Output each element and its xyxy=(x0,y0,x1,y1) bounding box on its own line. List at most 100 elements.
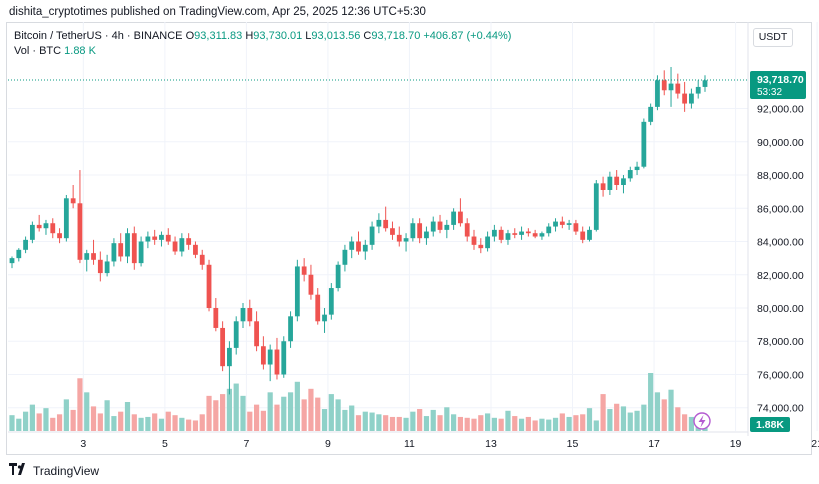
candle-body[interactable] xyxy=(199,254,205,265)
symbol-label[interactable]: Bitcoin / TetherUS · 4h · BINANCE xyxy=(14,30,183,42)
candle-body[interactable] xyxy=(641,121,647,167)
candle-body[interactable] xyxy=(559,221,565,225)
candle-body[interactable] xyxy=(288,316,293,342)
candle-body[interactable] xyxy=(125,233,130,257)
candle-body[interactable] xyxy=(111,243,117,262)
candle-body[interactable] xyxy=(159,234,164,240)
candle-body[interactable] xyxy=(668,83,674,91)
candle-body[interactable] xyxy=(213,308,219,328)
candle-body[interactable] xyxy=(16,249,22,259)
candle-body[interactable] xyxy=(342,249,348,265)
candle-body[interactable] xyxy=(464,223,470,237)
candle-body[interactable] xyxy=(9,258,15,264)
candle-body[interactable] xyxy=(566,223,572,225)
candle-body[interactable] xyxy=(580,231,586,240)
candle-body[interactable] xyxy=(383,219,389,229)
candle-body[interactable] xyxy=(220,327,226,367)
candle-body[interactable] xyxy=(206,264,212,308)
candle-body[interactable] xyxy=(390,228,395,235)
candle-body[interactable] xyxy=(274,349,280,375)
candle-body[interactable] xyxy=(627,170,633,179)
candle-body[interactable] xyxy=(614,176,620,185)
candle-body[interactable] xyxy=(172,241,178,252)
candle-body[interactable] xyxy=(29,224,35,240)
candle-body[interactable] xyxy=(84,253,90,260)
candle-body[interactable] xyxy=(498,229,504,240)
candle-body[interactable] xyxy=(63,198,69,239)
candle-body[interactable] xyxy=(23,239,28,250)
candle-body[interactable] xyxy=(97,259,103,274)
volume-label[interactable]: Vol · BTC xyxy=(14,45,62,57)
candle-body[interactable] xyxy=(281,341,287,375)
candle-body[interactable] xyxy=(546,226,552,234)
candle-body[interactable] xyxy=(587,229,592,240)
candle-body[interactable] xyxy=(186,238,192,245)
candle-body[interactable] xyxy=(349,241,355,250)
candle-body[interactable] xyxy=(600,183,606,190)
candle-body[interactable] xyxy=(491,229,497,237)
candle-body[interactable] xyxy=(532,233,538,237)
candle-body[interactable] xyxy=(519,231,524,235)
candle-body[interactable] xyxy=(512,233,518,235)
candle-body[interactable] xyxy=(233,321,239,348)
candle-body[interactable] xyxy=(315,294,321,322)
candle-body[interactable] xyxy=(376,219,382,227)
candle-body[interactable] xyxy=(458,211,463,224)
candle-body[interactable] xyxy=(179,238,185,252)
candle-body[interactable] xyxy=(36,224,42,229)
candle-body[interactable] xyxy=(396,234,402,242)
candle-body[interactable] xyxy=(539,233,545,237)
candle-body[interactable] xyxy=(451,211,457,225)
candle-body[interactable] xyxy=(634,166,640,171)
candle-body[interactable] xyxy=(573,223,579,232)
candle-body[interactable] xyxy=(267,349,273,365)
candle-body[interactable] xyxy=(50,223,56,234)
candle-body[interactable] xyxy=(260,346,266,365)
candle-body[interactable] xyxy=(444,224,450,230)
candle-body[interactable] xyxy=(104,261,110,274)
candle-body[interactable] xyxy=(301,266,307,275)
candle-body[interactable] xyxy=(328,288,334,315)
candle-body[interactable] xyxy=(165,234,171,242)
candle-body[interactable] xyxy=(70,198,76,204)
candle-body[interactable] xyxy=(43,223,49,229)
tradingview-footer[interactable]: TradingView xyxy=(9,463,99,478)
candle-body[interactable] xyxy=(417,223,423,239)
candle-body[interactable] xyxy=(57,233,62,239)
candle-body[interactable] xyxy=(403,238,409,242)
candle-body[interactable] xyxy=(695,86,701,94)
candle-body[interactable] xyxy=(485,236,490,249)
candle-body[interactable] xyxy=(593,183,599,230)
candle-body[interactable] xyxy=(661,80,667,91)
candle-body[interactable] xyxy=(91,253,96,260)
candle-body[interactable] xyxy=(437,221,443,230)
candle-body[interactable] xyxy=(648,106,654,122)
candle-body[interactable] xyxy=(621,178,626,185)
candle-body[interactable] xyxy=(240,308,246,322)
candle-body[interactable] xyxy=(131,233,137,264)
candle-body[interactable] xyxy=(689,93,694,104)
candle-body[interactable] xyxy=(362,244,368,252)
candle-body[interactable] xyxy=(308,274,314,295)
currency-button[interactable]: USDT xyxy=(753,28,793,47)
candle-body[interactable] xyxy=(227,347,232,367)
candle-body[interactable] xyxy=(430,221,436,232)
candle-body[interactable] xyxy=(655,80,660,107)
candle-body[interactable] xyxy=(247,308,253,322)
candle-body[interactable] xyxy=(682,93,688,104)
candle-body[interactable] xyxy=(118,243,124,257)
candle-body[interactable] xyxy=(702,80,708,87)
candle-body[interactable] xyxy=(553,221,558,227)
candle-body[interactable] xyxy=(675,83,681,94)
candle-body[interactable] xyxy=(478,244,484,249)
candle-body[interactable] xyxy=(254,321,259,347)
candle-body[interactable] xyxy=(145,236,151,242)
candle-body[interactable] xyxy=(410,223,416,239)
candle-body[interactable] xyxy=(335,264,341,289)
candle-body[interactable] xyxy=(77,203,83,260)
candle-body[interactable] xyxy=(471,236,477,245)
candle-body[interactable] xyxy=(322,314,327,322)
candle-body[interactable] xyxy=(356,241,361,252)
candle-body[interactable] xyxy=(525,231,531,234)
